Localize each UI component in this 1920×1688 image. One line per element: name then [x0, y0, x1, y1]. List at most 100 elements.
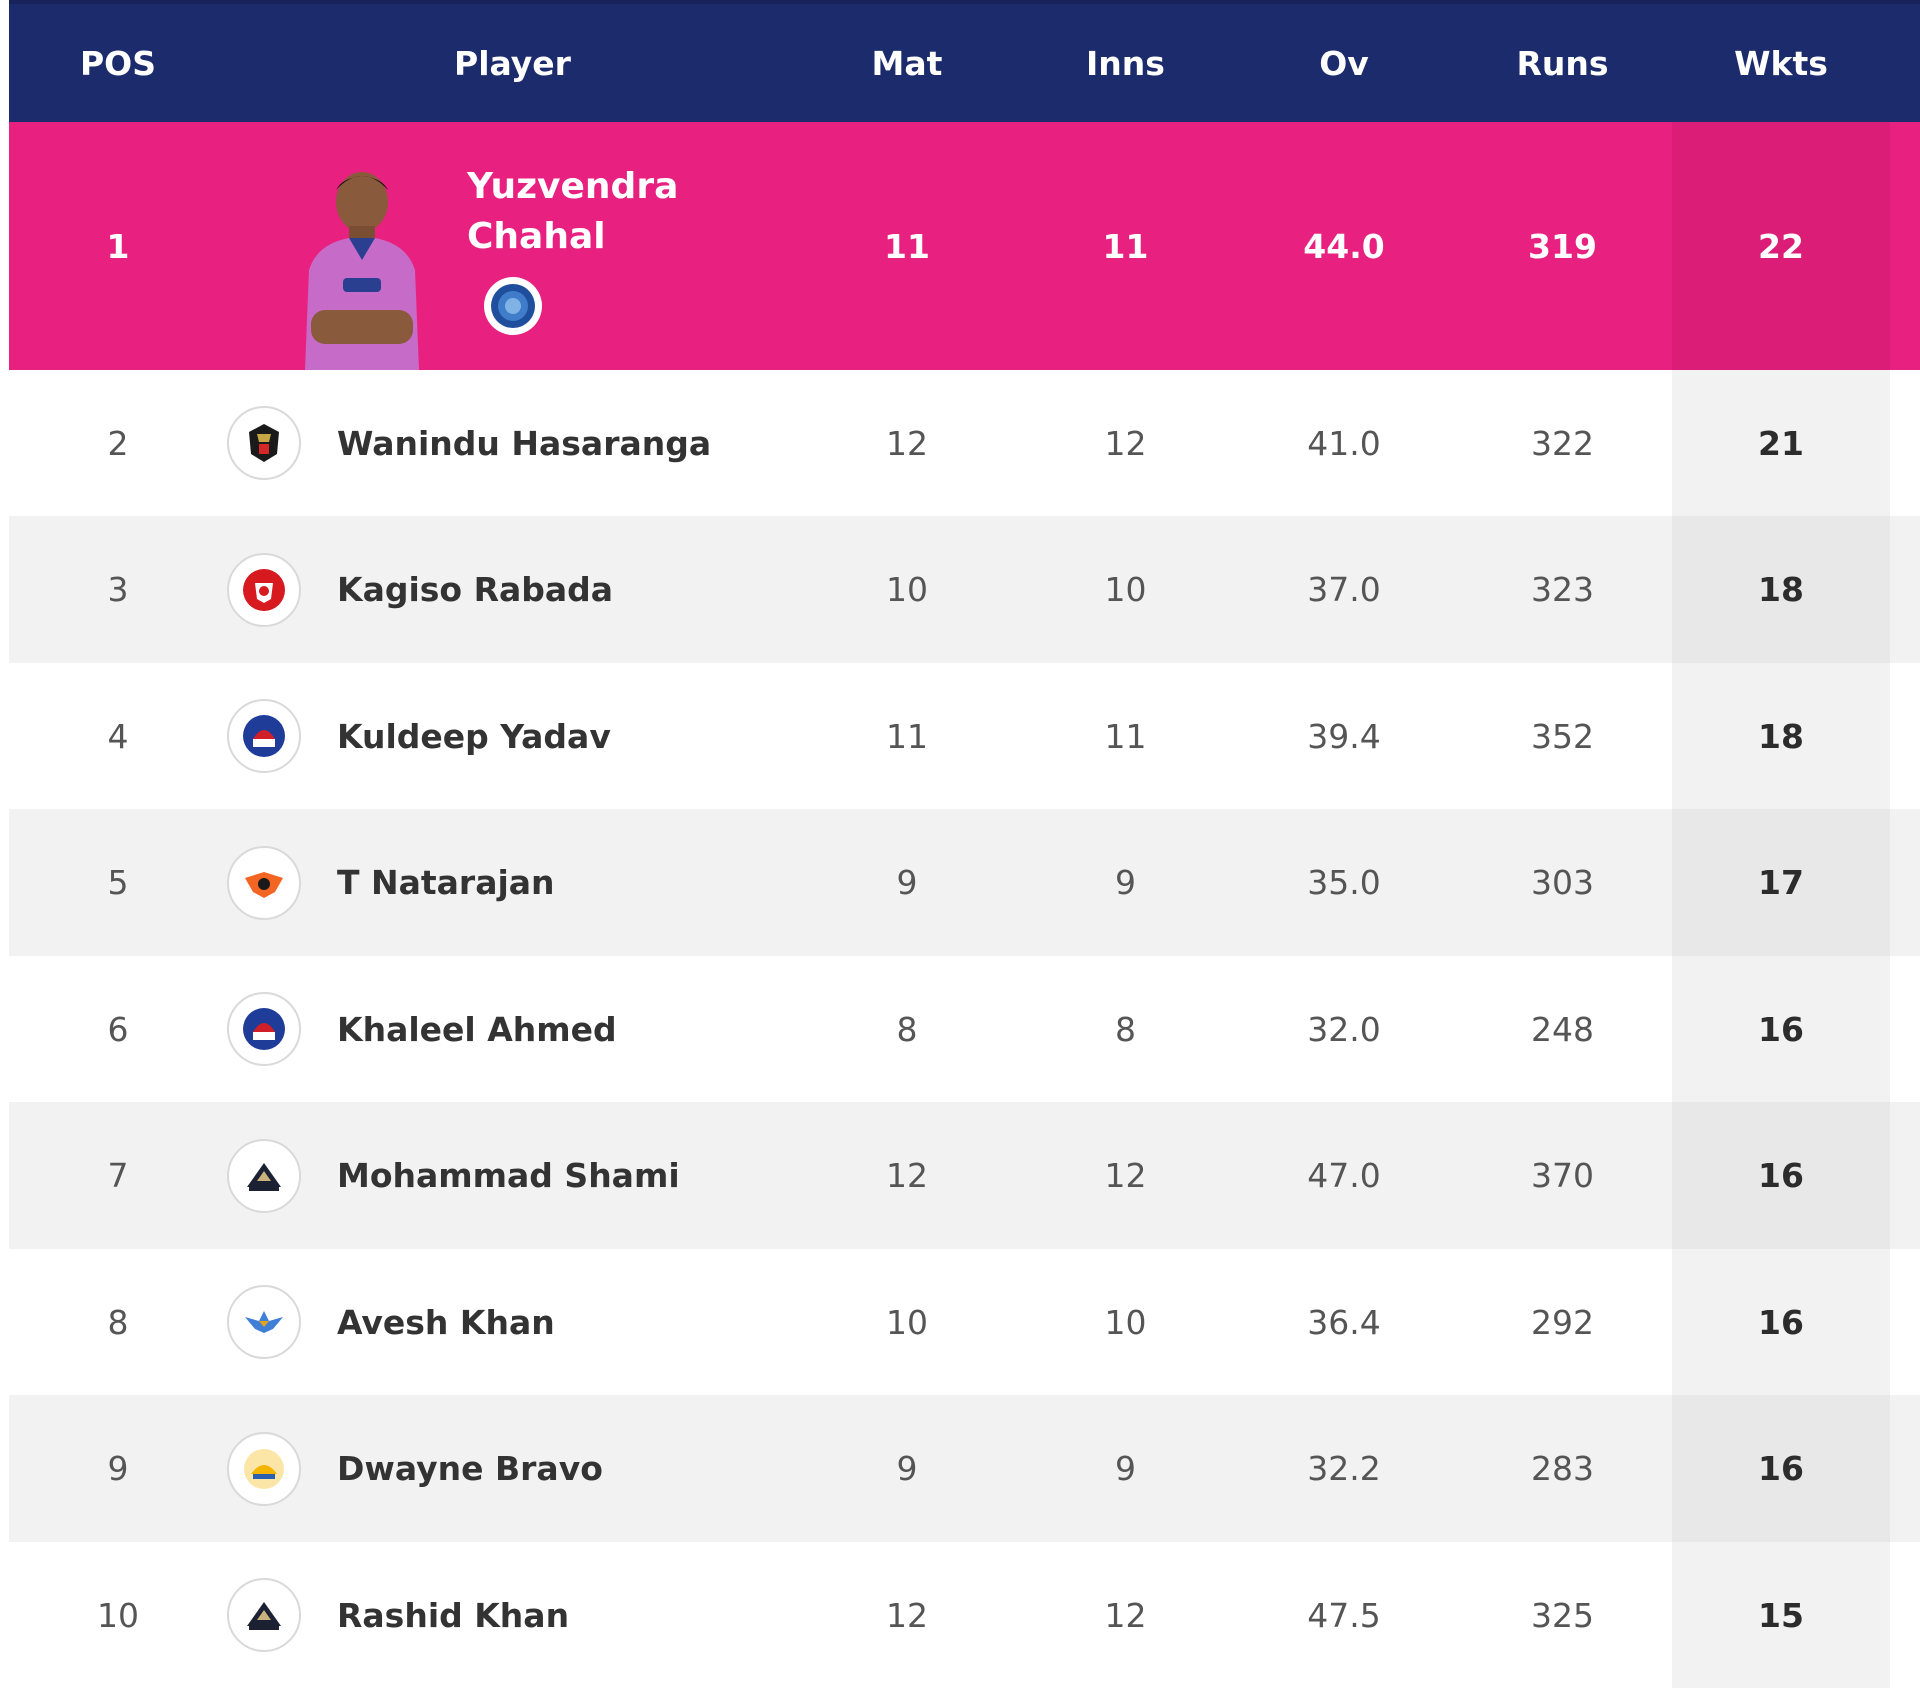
- player-cell: Kagiso Rabada: [227, 552, 798, 627]
- header-pos[interactable]: POS: [79, 43, 156, 83]
- inns-cell: 11: [1104, 716, 1147, 756]
- gujarat-titans-logo-icon: [227, 1578, 301, 1652]
- ov-cell: 41.0: [1307, 423, 1381, 463]
- wkts-cell: 17: [1672, 809, 1890, 956]
- pos-cell: 7: [107, 1156, 129, 1195]
- table-row[interactable]: 8 Avesh Khan 10 10 36.4 292 16: [9, 1249, 1920, 1395]
- table-row[interactable]: 2 Wanindu Hasaranga 12 12 41.0 322 21: [9, 370, 1920, 516]
- mat-cell: 11: [886, 716, 928, 756]
- wkts-cell: 21: [1672, 370, 1890, 516]
- runs-cell: 323: [1531, 570, 1594, 609]
- wkts-value: 16: [1758, 1302, 1804, 1342]
- ov-cell: 35.0: [1307, 863, 1381, 902]
- player-cell: Rashid Khan: [227, 1578, 798, 1652]
- table-row[interactable]: 9 Dwayne Bravo 9 9 32.2 283 16: [9, 1395, 1920, 1542]
- mat-cell: 9: [896, 1449, 918, 1488]
- punjab-kings-logo-icon: [227, 552, 301, 627]
- inns-cell: 9: [1115, 863, 1136, 902]
- player-name[interactable]: Dwayne Bravo: [337, 1449, 603, 1488]
- gujarat-titans-logo-icon: [227, 1138, 301, 1213]
- ov-cell: 47.0: [1307, 1156, 1381, 1195]
- pos-cell: 8: [107, 1302, 129, 1342]
- pos-cell: 3: [107, 570, 129, 609]
- header-inns[interactable]: Inns: [1086, 43, 1165, 83]
- header-player[interactable]: Player: [454, 43, 571, 83]
- ov-cell: 36.4: [1307, 1302, 1381, 1342]
- rajasthan-royals-logo-icon: [484, 277, 542, 335]
- pos-cell: 5: [107, 863, 129, 902]
- wkts-value: 16: [1758, 1449, 1804, 1488]
- wkts-cell: 16: [1672, 956, 1890, 1102]
- table-row[interactable]: 4 Kuldeep Yadav 11 11 39.4 352 18: [9, 663, 1920, 809]
- inns-cell: 9: [1115, 1449, 1136, 1488]
- table-row[interactable]: 6 Khaleel Ahmed 8 8 32.0 248 16: [9, 956, 1920, 1102]
- mat-cell: 12: [886, 423, 928, 463]
- header-mat[interactable]: Mat: [871, 43, 943, 83]
- player-cell: Dwayne Bravo: [227, 1431, 798, 1506]
- wkts-cell: 15: [1672, 1542, 1890, 1688]
- player-photo-icon: [305, 172, 419, 370]
- delhi-capitals-logo-icon: [227, 699, 301, 773]
- wkts-value: 16: [1758, 1156, 1804, 1195]
- runs-cell: 283: [1531, 1449, 1594, 1488]
- mat-cell: 11: [884, 226, 930, 266]
- rcb-logo-icon: [227, 406, 301, 480]
- sunrisers-hyderabad-logo-icon: [227, 845, 301, 920]
- player-name[interactable]: Kagiso Rabada: [337, 570, 614, 609]
- table-row[interactable]: 7 Mohammad Shami 12 12 47.0 370 16: [9, 1102, 1920, 1249]
- table-row[interactable]: 10 Rashid Khan 12 12 47.5 325 15: [9, 1542, 1920, 1688]
- pos-cell: 9: [107, 1449, 129, 1488]
- runs-cell: 325: [1531, 1595, 1594, 1635]
- player-name[interactable]: Rashid Khan: [337, 1595, 570, 1635]
- ov-cell: 37.0: [1307, 570, 1381, 609]
- player-name[interactable]: Wanindu Hasaranga: [337, 423, 712, 463]
- inns-cell: 8: [1115, 1009, 1136, 1049]
- runs-cell: 370: [1531, 1156, 1594, 1195]
- player-cell: Mohammad Shami: [227, 1138, 798, 1213]
- wkts-value: 18: [1758, 570, 1804, 609]
- runs-cell: 303: [1531, 863, 1594, 902]
- header-ov[interactable]: Ov: [1319, 43, 1369, 83]
- player-cell: Khaleel Ahmed: [227, 992, 798, 1066]
- wkts-cell: 16: [1672, 1102, 1890, 1249]
- runs-cell: 292: [1531, 1302, 1594, 1342]
- bowling-leaderboard-table: POS Player Mat Inns Ov Runs Wkts 1 Yuzve…: [9, 0, 1920, 1688]
- mat-cell: 12: [886, 1595, 928, 1635]
- pos-cell: 10: [97, 1595, 139, 1635]
- player-name[interactable]: Mohammad Shami: [337, 1156, 680, 1195]
- inns-cell: 10: [1104, 1302, 1147, 1342]
- pos-cell: 2: [107, 423, 129, 463]
- player-name[interactable]: Kuldeep Yadav: [337, 716, 611, 756]
- mat-cell: 10: [886, 1302, 928, 1342]
- table-row-leader[interactable]: 1 Yuzvendra Chahal 11 11 44.0: [9, 122, 1920, 370]
- wkts-cell: 16: [1672, 1395, 1890, 1542]
- table-row[interactable]: 3 Kagiso Rabada 10 10 37.0 323 18: [9, 516, 1920, 663]
- delhi-capitals-logo-icon: [227, 992, 301, 1066]
- mat-cell: 9: [896, 863, 918, 902]
- ov-cell: 44.0: [1303, 226, 1385, 266]
- player-name[interactable]: Khaleel Ahmed: [337, 1009, 617, 1049]
- wkts-value: 16: [1758, 1009, 1804, 1049]
- ov-cell: 39.4: [1307, 716, 1381, 756]
- header-runs[interactable]: Runs: [1516, 43, 1609, 83]
- wkts-value: 22: [1758, 226, 1804, 266]
- wkts-cell: 18: [1672, 663, 1890, 809]
- ov-cell: 32.2: [1307, 1449, 1381, 1488]
- player-name[interactable]: Avesh Khan: [337, 1302, 555, 1342]
- player-name[interactable]: Yuzvendra Chahal: [467, 166, 679, 257]
- player-name[interactable]: T Natarajan: [337, 863, 555, 902]
- player-cell: T Natarajan: [227, 845, 798, 920]
- wkts-cell: 18: [1672, 516, 1890, 663]
- ov-cell: 47.5: [1307, 1595, 1381, 1635]
- inns-cell: 12: [1104, 423, 1147, 463]
- header-wkts[interactable]: Wkts: [1734, 43, 1828, 83]
- inns-cell: 11: [1102, 226, 1149, 266]
- table-row[interactable]: 5 T Natarajan 9 9 35.0 303 17: [9, 809, 1920, 956]
- player-cell: Yuzvendra Chahal: [227, 122, 798, 370]
- runs-cell: 319: [1528, 226, 1597, 266]
- wkts-value: 21: [1758, 423, 1804, 463]
- player-cell: Avesh Khan: [227, 1285, 798, 1359]
- pos-cell: 6: [107, 1009, 129, 1049]
- wkts-value: 18: [1758, 716, 1804, 756]
- mat-cell: 10: [886, 570, 928, 609]
